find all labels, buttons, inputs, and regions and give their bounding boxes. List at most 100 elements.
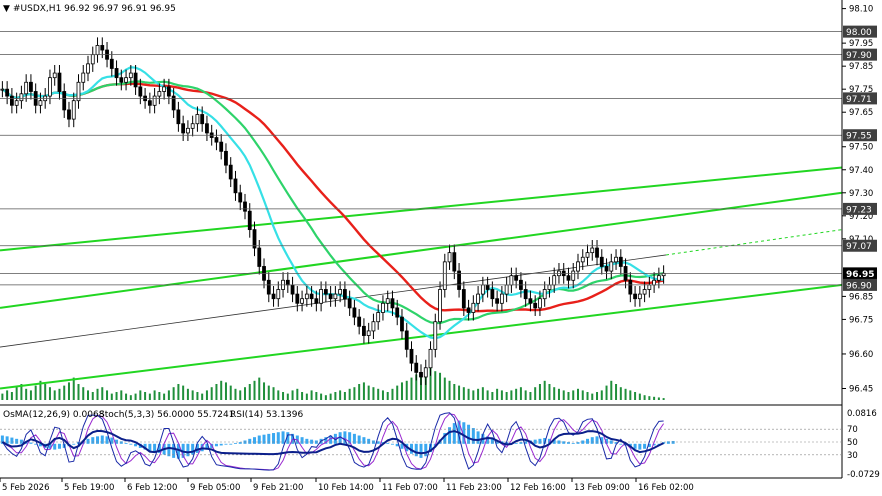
- osma-bar: [562, 441, 566, 444]
- osma-bar: [605, 438, 609, 444]
- candle-body: [71, 100, 76, 120]
- candle-body: [228, 164, 233, 180]
- candle-body: [109, 58, 114, 69]
- osma-bar: [15, 438, 19, 444]
- candle-body: [124, 77, 128, 83]
- volume-bar: [638, 393, 641, 400]
- candle-body: [24, 81, 29, 95]
- volume-bar: [148, 393, 151, 400]
- candle-body: [152, 95, 157, 106]
- volume-bar: [186, 388, 189, 400]
- candle-body: [29, 81, 33, 92]
- osma-bar: [143, 443, 147, 450]
- osma-bar: [300, 437, 304, 444]
- volume-bar: [110, 393, 113, 400]
- volume-bar: [472, 390, 475, 400]
- osma-bar: [310, 439, 314, 444]
- volume-bar: [415, 374, 418, 400]
- osma-bar: [519, 442, 523, 444]
- candle-body: [128, 72, 133, 79]
- candle-body: [309, 293, 314, 300]
- candle-body: [523, 289, 528, 300]
- osma-bar: [100, 435, 104, 444]
- candle-body: [138, 86, 143, 97]
- candle-body: [480, 284, 485, 295]
- volume-bar: [96, 388, 99, 400]
- candle-body: [447, 252, 452, 263]
- volume-bar: [120, 390, 123, 400]
- candle-body: [238, 192, 243, 203]
- price-tag-label: 96.95: [846, 270, 874, 280]
- volume-bar: [6, 390, 9, 400]
- volume-bar: [358, 384, 361, 400]
- candle-body: [390, 298, 395, 309]
- volume-bar: [224, 382, 227, 400]
- indicator-tick-label: 70: [847, 425, 858, 435]
- candle-body: [647, 284, 652, 290]
- candle-body: [504, 284, 509, 295]
- volume-bar: [653, 396, 656, 400]
- volume-bar: [129, 395, 132, 400]
- volume-bar: [591, 393, 594, 400]
- osma-bar: [590, 437, 594, 444]
- osma-bar: [524, 441, 528, 444]
- indicator-tick-label: -0.0729: [847, 470, 880, 480]
- volume-bar: [562, 390, 565, 400]
- volume-bar: [34, 385, 37, 400]
- osma-bar: [305, 438, 309, 444]
- candle-body: [62, 91, 67, 111]
- volume-bar: [1, 393, 4, 400]
- candle-body: [342, 289, 347, 300]
- osma-bar: [57, 443, 61, 449]
- osma-bar: [638, 443, 642, 450]
- time-tick-label: 5 Feb 2026: [2, 483, 50, 493]
- candle-body: [495, 298, 500, 304]
- osma-bar: [666, 441, 670, 444]
- candle-body: [471, 302, 476, 313]
- price-tag-label: 97.07: [846, 242, 872, 252]
- candle-body: [419, 371, 423, 378]
- candle-body: [376, 312, 381, 323]
- volume-bar: [301, 392, 304, 400]
- candle-body: [147, 100, 152, 106]
- volume-bar: [648, 396, 651, 400]
- volume-bar: [448, 380, 451, 400]
- osma-bar: [647, 443, 651, 448]
- price-tick-label: 97.65: [849, 108, 873, 118]
- osma-bar: [119, 441, 123, 444]
- candle-body: [490, 289, 495, 300]
- volume-bar: [158, 392, 161, 400]
- candle-body: [81, 72, 86, 83]
- candle-body: [252, 229, 257, 249]
- price-tick-label: 97.30: [849, 189, 873, 199]
- osma-bar: [267, 433, 271, 444]
- candle-body: [19, 93, 24, 102]
- time-tick-label: 9 Feb 05:00: [190, 483, 240, 493]
- indicator-tick-label: 30: [847, 451, 858, 461]
- osma-bar: [595, 436, 599, 444]
- osma-bar: [543, 438, 547, 444]
- candle-body: [119, 77, 124, 83]
- candle-body: [290, 284, 295, 295]
- candle-body: [409, 348, 414, 364]
- candle-body: [628, 279, 633, 295]
- volume-bar: [500, 390, 503, 400]
- osma-bar: [205, 443, 209, 450]
- price-tick-label: 96.75: [849, 315, 873, 325]
- volume-bar: [101, 387, 104, 400]
- candle-body: [5, 88, 10, 97]
- osma-bar: [362, 437, 366, 444]
- volume-bar: [510, 390, 513, 400]
- candle-body: [366, 330, 371, 336]
- channel-thin-line: [0, 254, 667, 348]
- osma-bar: [72, 443, 76, 445]
- volume-bar: [63, 385, 66, 400]
- volume-bar: [48, 387, 51, 400]
- osma-bar: [448, 427, 452, 444]
- osma-bar: [514, 442, 518, 444]
- volume-bar: [324, 395, 327, 400]
- symbol-triangle-icon: ▼: [3, 4, 10, 14]
- volume-bar: [629, 390, 632, 400]
- candle-body: [547, 284, 552, 290]
